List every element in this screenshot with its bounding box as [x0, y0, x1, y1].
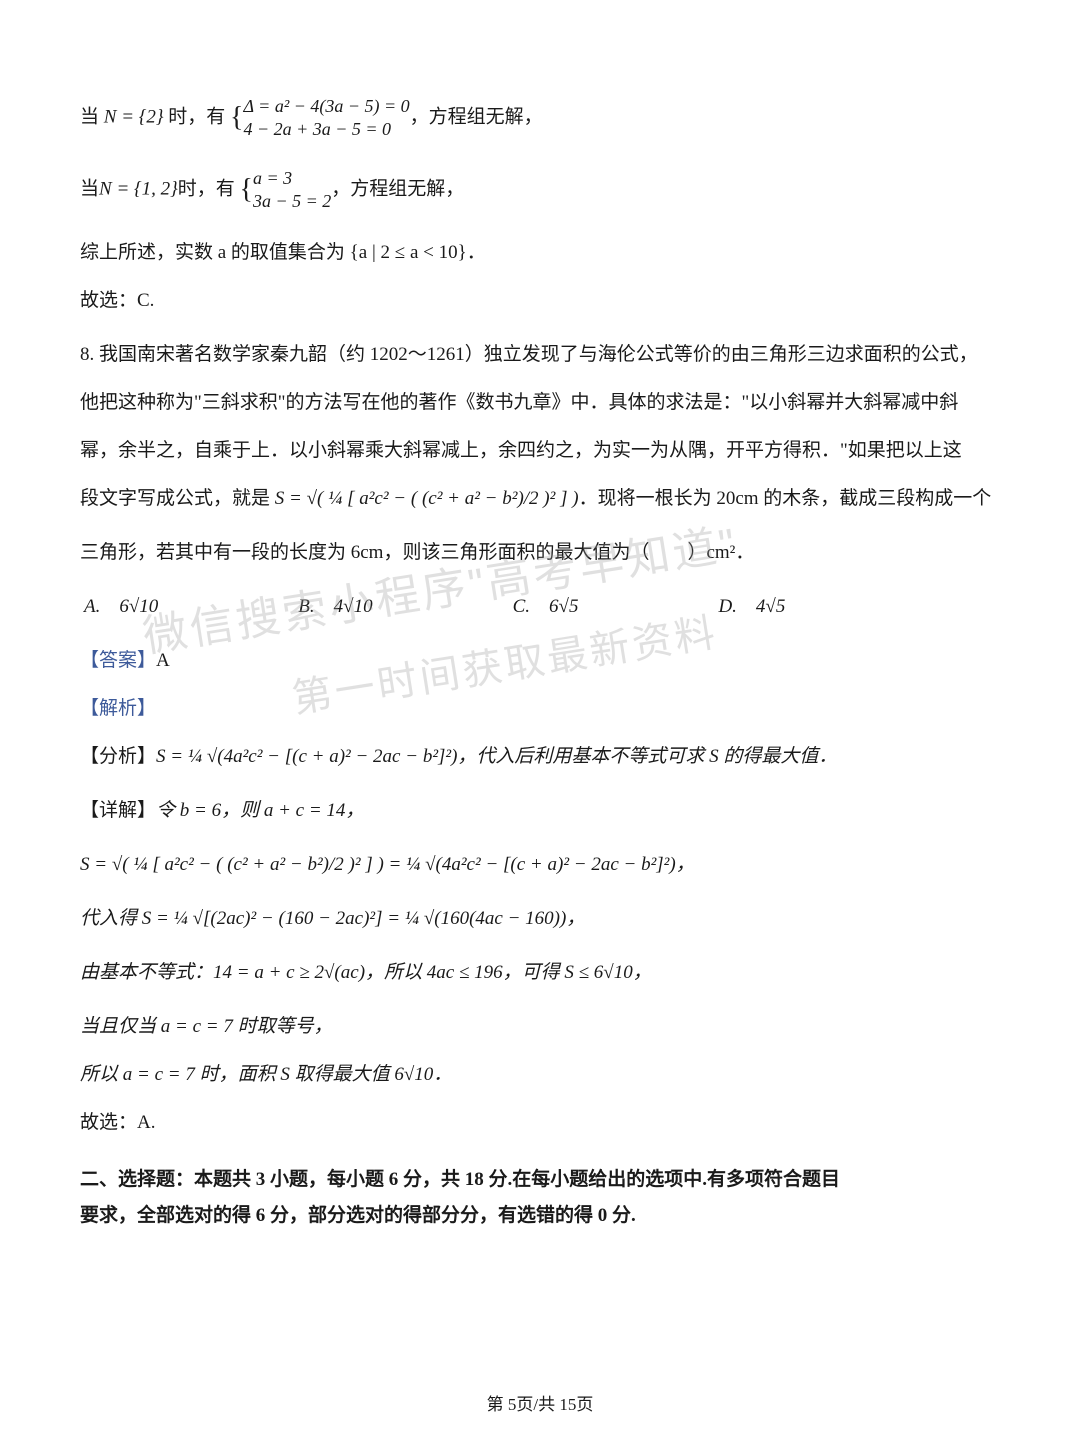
p8-detail5-row: 当且仅当 a = c = 7 时取等号， — [80, 1008, 1000, 1046]
p8-analysis-row: 【解析】 — [80, 690, 1000, 728]
p8-detail5: 当且仅当 a = c = 7 时取等号， — [80, 1016, 333, 1037]
p8-detail3-row: 代入得 S = ¼ √[(2ac)² − (160 − 2ac)²] = ¼ √… — [80, 900, 1000, 938]
p8-choice-c: C. 6√5 — [513, 588, 579, 626]
p7-case2-system-inner: a = 33a − 5 = 2 — [253, 167, 331, 214]
p7-case1-cond: N = {2} — [104, 106, 164, 127]
detail-label: 【详解】 — [80, 800, 156, 821]
p7-conclusion: 综上所述，实数 a 的取值集合为 {a | 2 ≤ a < 10}． — [80, 234, 1000, 272]
p8-stem4-prefix: 段文字写成公式，就是 — [80, 488, 275, 509]
p7-case1-suffix: ，方程组无解， — [410, 106, 543, 127]
p7-case1-system-inner: Δ = a² − 4(3a − 5) = 04 − 2a + 3a − 5 = … — [243, 95, 409, 142]
p8-detail7-row: 故选：A. — [80, 1104, 1000, 1142]
p8-fenxi-row: 【分析】S = ¼ √(4a²c² − [(c + a)² − 2ac − b²… — [80, 738, 1000, 776]
section2-heading-line2: 要求，全部选对的得 6 分，部分选对的得部分分，有选错的得 0 分. — [80, 1198, 1000, 1234]
p8-stem-line4: 段文字写成公式，就是 S = √( ¼ [ a²c² − ( (c² + a² … — [80, 480, 1000, 518]
p7-case1-system: { — [230, 90, 243, 146]
p8-choices: A. 6√10 B. 4√10 C. 6√5 D. 4√5 — [80, 588, 1000, 626]
p8-detail3: 代入得 S = ¼ √[(2ac)² − (160 − 2ac)²] = ¼ √… — [80, 908, 585, 929]
p8-stem4-suffix: ．现将一根长为 20cm 的木条，截成三段构成一个 — [579, 488, 992, 509]
p7-case1: 当 N = {2} 时，有 {Δ = a² − 4(3a − 5) = 04 −… — [80, 90, 1000, 146]
p8-choice-a: A. 6√10 — [84, 588, 158, 626]
p8-choice-b: B. 4√10 — [298, 588, 372, 626]
p8-detail2-row: S = √( ¼ [ a²c² − ( (c² + a² − b²)/2 )² … — [80, 846, 1000, 884]
p8-stem1: 我国南宋著名数学家秦九韶（约 1202～1261）独立发现了与海伦公式等价的由三… — [94, 344, 978, 365]
p8-num: 8. — [80, 344, 94, 365]
p7-case2-suffix: ，方程组无解， — [331, 178, 464, 199]
p8-answer-row: 【答案】A — [80, 642, 1000, 680]
p8-detail6-row: 所以 a = c = 7 时，面积 S 取得最大值 6√10． — [80, 1056, 1000, 1094]
p7-case1-mid: 时，有 — [163, 106, 230, 127]
p8-detail4: 由基本不等式：14 = a + c ≥ 2√(ac)，所以 4ac ≤ 196，… — [80, 962, 652, 983]
p7-case2-mid: 时，有 — [178, 178, 240, 199]
fenxi-label: 【分析】 — [80, 746, 156, 767]
p8-detail1: 令 b = 6，则 a + c = 14， — [156, 800, 364, 821]
p8-choice-d: D. 4√5 — [718, 588, 785, 626]
p8-stem-line2: 他把这种称为"三斜求积"的方法写在他的著作《数书九章》中．具体的求法是："以小斜… — [80, 384, 1000, 422]
p8-detail2: S = √( ¼ [ a²c² − ( (c² + a² − b²)/2 )² … — [80, 854, 695, 875]
p7-case2-sys-top: a = 3 — [253, 167, 331, 190]
p8-fenxi-text: S = ¼ √(4a²c² − [(c + a)² − 2ac − b²]²)，… — [156, 746, 837, 767]
section2-heading: 二、选择题：本题共 3 小题，每小题 6 分，共 18 分.在每小题给出的选项中… — [80, 1162, 1000, 1234]
page-footer: 第 5页/共 15页 — [0, 1388, 1080, 1422]
p8-stem4-formula: S = √( ¼ [ a²c² − ( (c² + a² − b²)/2 )² … — [275, 488, 579, 509]
p7-case1-sys-top: Δ = a² − 4(3a − 5) = 0 — [243, 95, 409, 118]
p7-case2-system: { — [239, 162, 252, 218]
p8-answer: A — [156, 650, 170, 671]
p8-detail6: 所以 a = c = 7 时，面积 S 取得最大值 6√10． — [80, 1064, 452, 1085]
analysis-label: 【解析】 — [80, 698, 156, 719]
p8-stem-line1: 8. 我国南宋著名数学家秦九韶（约 1202～1261）独立发现了与海伦公式等价… — [80, 336, 1000, 374]
p7-case1-prefix: 当 — [80, 106, 104, 127]
p8-detail1-row: 【详解】令 b = 6，则 a + c = 14， — [80, 792, 1000, 830]
p7-answer: 故选：C. — [80, 282, 1000, 320]
p8-stem-line3: 幂，余半之，自乘于上．以小斜幂乘大斜幂减上，余四约之，为实一为从隅，开平方得积．… — [80, 432, 1000, 470]
p7-case1-sys-bot: 4 − 2a + 3a − 5 = 0 — [243, 118, 409, 141]
section2-heading-line1: 二、选择题：本题共 3 小题，每小题 6 分，共 18 分.在每小题给出的选项中… — [80, 1162, 1000, 1198]
p7-case2-sys-bot: 3a − 5 = 2 — [253, 190, 331, 213]
p7-case2-cond: N = {1, 2} — [99, 178, 178, 199]
answer-label: 【答案】 — [80, 650, 156, 671]
p8-detail4-row: 由基本不等式：14 = a + c ≥ 2√(ac)，所以 4ac ≤ 196，… — [80, 954, 1000, 992]
p7-case2: 当N = {1, 2}时，有 {a = 33a − 5 = 2，方程组无解， — [80, 162, 1000, 218]
p8-stem-line5: 三角形，若其中有一段的长度为 6cm，则该三角形面积的最大值为（ ）cm²． — [80, 534, 1000, 572]
p7-case2-prefix: 当 — [80, 178, 99, 199]
